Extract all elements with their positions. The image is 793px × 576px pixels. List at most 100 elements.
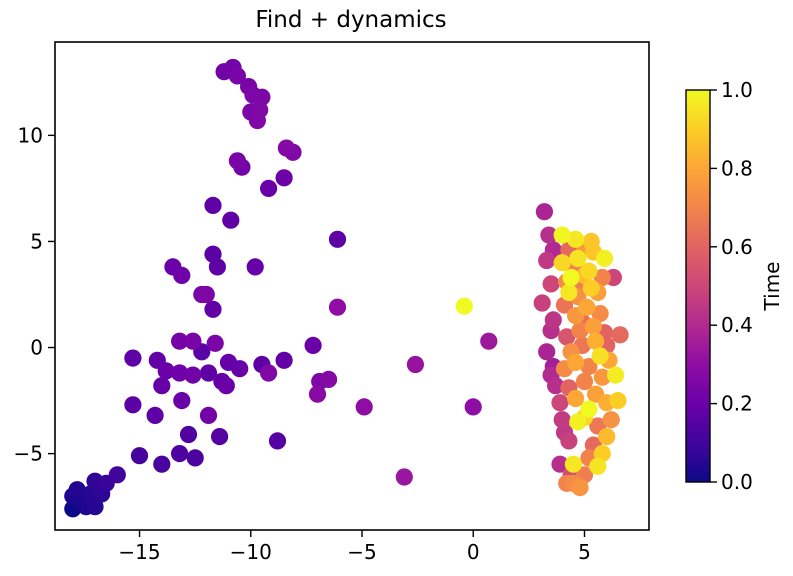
y-axis-ticks: −5 0 5 10 [14, 123, 55, 466]
data-point [206, 334, 224, 352]
data-point [179, 425, 198, 444]
x-tick-label: −10 [230, 540, 272, 564]
data-point [553, 226, 571, 244]
data-point [580, 358, 598, 376]
data-point [124, 349, 142, 367]
data-point [277, 139, 295, 157]
data-point [593, 368, 611, 386]
data-point [580, 400, 598, 418]
colorbar-tick-label: 1.0 [721, 78, 753, 102]
data-point [587, 332, 605, 350]
data-point [130, 447, 149, 465]
data-point [571, 479, 589, 497]
data-point [455, 297, 473, 315]
data-point [328, 230, 347, 248]
data-point [609, 392, 627, 410]
data-point [602, 411, 620, 429]
data-point [569, 249, 587, 267]
data-point [222, 211, 240, 229]
data-point [567, 389, 585, 408]
data-point [153, 377, 171, 395]
data-point [582, 232, 600, 250]
data-point [228, 152, 246, 170]
data-point [171, 364, 189, 382]
data-point [197, 285, 215, 304]
data-point [204, 196, 222, 214]
data-point [578, 298, 596, 316]
data-point [558, 328, 576, 346]
data-point [593, 268, 611, 287]
x-tick-label: −15 [118, 540, 160, 564]
data-point [153, 455, 171, 473]
plot-frame [54, 41, 650, 531]
data-point [228, 67, 246, 85]
x-tick-label: −5 [347, 540, 376, 564]
data-point [186, 449, 204, 467]
data-point [540, 226, 558, 244]
data-point [547, 377, 565, 395]
data-point [569, 413, 587, 431]
y-tick-label: 0 [30, 336, 43, 360]
data-point [553, 411, 571, 429]
data-point [551, 394, 569, 412]
data-point [598, 428, 616, 446]
data-point [208, 258, 226, 276]
data-point [560, 283, 578, 301]
data-point [304, 336, 322, 354]
data-point [584, 317, 603, 335]
colorbar-tick-label: 0.8 [721, 156, 753, 180]
colorbar-label: Time [760, 262, 784, 312]
x-axis-ticks: −15 −10 −5 0 5 [118, 530, 591, 564]
colorbar-tick-label: 0.0 [721, 470, 753, 494]
data-point [204, 300, 222, 318]
data-point [589, 457, 607, 475]
data-point [184, 332, 202, 350]
data-point [406, 355, 424, 374]
colorbar [685, 89, 711, 483]
data-point [533, 294, 551, 312]
colorbar-tick-label: 0.2 [721, 392, 753, 416]
data-point [260, 364, 278, 382]
data-point [395, 468, 413, 486]
data-point [575, 372, 594, 391]
data-point [246, 258, 264, 276]
colorbar-tick-label: 0.6 [721, 235, 753, 259]
data-point [199, 364, 218, 382]
data-point [217, 377, 235, 395]
data-point [275, 169, 293, 187]
x-tick-label: 0 [467, 540, 480, 564]
data-point [582, 279, 600, 297]
data-point [538, 343, 556, 361]
data-point [157, 362, 175, 380]
data-point [260, 179, 278, 197]
data-point [611, 326, 629, 344]
data-point [567, 353, 585, 371]
colorbar-tick-label: 0.4 [721, 313, 753, 337]
data-point [268, 432, 287, 450]
y-tick-label: 5 [30, 229, 43, 253]
data-point [580, 262, 598, 280]
data-point [591, 347, 609, 365]
y-tick-label: 10 [18, 123, 43, 147]
data-point [355, 398, 373, 416]
data-point [542, 275, 560, 293]
data-point [567, 230, 585, 248]
data-point [173, 266, 191, 284]
data-point [571, 322, 589, 340]
data-point [253, 88, 271, 106]
data-point [591, 305, 609, 323]
data-point [538, 251, 556, 270]
data-point [544, 311, 562, 329]
data-point [320, 370, 338, 388]
data-point [68, 481, 86, 499]
data-point [171, 332, 189, 350]
colorbar-ticks: 0.0 0.2 0.4 0.6 0.8 1.0 [710, 78, 753, 494]
data-point [308, 385, 327, 403]
data-point [199, 406, 218, 424]
data-point [184, 366, 202, 384]
data-point [480, 332, 498, 350]
data-point [562, 268, 580, 287]
x-tick-label: 5 [578, 540, 591, 564]
data-point [595, 249, 614, 267]
